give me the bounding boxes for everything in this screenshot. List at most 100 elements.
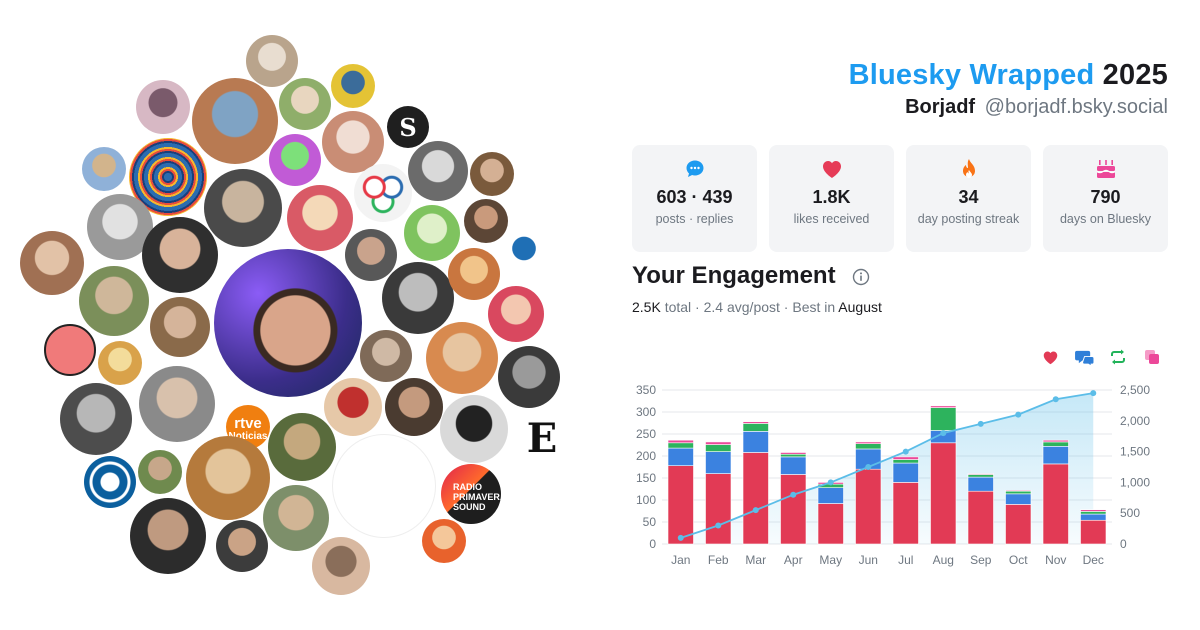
display-name[interactable]: Borjadf bbox=[905, 96, 976, 118]
avatar-logo-text: PRIMAVERA bbox=[453, 492, 501, 502]
bar-replies bbox=[1042, 446, 1069, 465]
bar-likes bbox=[742, 452, 769, 545]
avatar-pink-portrait[interactable] bbox=[136, 80, 190, 134]
bar-quotes bbox=[892, 456, 919, 460]
avatar-bald-man[interactable] bbox=[360, 330, 412, 382]
avatar-garden-man[interactable] bbox=[279, 78, 331, 130]
x-tick-label: Feb bbox=[708, 553, 729, 567]
cumulative-point bbox=[677, 534, 684, 541]
cumulative-point bbox=[790, 491, 797, 498]
avatar-food[interactable] bbox=[448, 248, 500, 300]
avatar-headphones-bw[interactable] bbox=[408, 141, 468, 201]
stat-card-streak: 34 day posting streak bbox=[906, 145, 1031, 252]
legend-reposts-repost-icon[interactable] bbox=[1108, 347, 1128, 367]
avatar-main-selfie[interactable] bbox=[214, 249, 362, 397]
avatar-yellow-hat[interactable] bbox=[331, 64, 375, 108]
avatar-headphones-man[interactable] bbox=[150, 297, 210, 357]
avatar-pink-shirt[interactable] bbox=[488, 286, 544, 342]
separator: · bbox=[779, 299, 793, 315]
engagement-total-word: total bbox=[664, 299, 692, 315]
avatar-child[interactable] bbox=[426, 322, 498, 394]
avatar-crowd-man[interactable] bbox=[60, 383, 132, 455]
y-tick-label-left: 50 bbox=[643, 515, 657, 529]
legend-likes-heart-icon[interactable] bbox=[1040, 347, 1060, 367]
bar-reposts bbox=[667, 442, 694, 449]
avatar-shouting[interactable] bbox=[345, 229, 397, 281]
engagement-chart: 0 50 100 150 200 250 300 350 0 500 1,000 1,500 2,000… bbox=[636, 383, 1150, 567]
cumulative-point bbox=[902, 448, 909, 455]
bar-likes bbox=[930, 442, 957, 545]
avatar-man-dark-bg[interactable] bbox=[464, 199, 508, 243]
avatar-psychedelic[interactable] bbox=[269, 134, 321, 186]
avatar-red-glasses[interactable] bbox=[422, 519, 466, 563]
avatar-bed-woman[interactable] bbox=[204, 169, 282, 247]
y-tick-label-left: 200 bbox=[636, 449, 656, 463]
user-handle[interactable]: @borjadf.bsky.social bbox=[984, 96, 1168, 118]
avatar-ring-logo[interactable] bbox=[84, 456, 136, 508]
y-tick-label-right: 500 bbox=[1120, 506, 1140, 520]
x-tick-label: Dec bbox=[1083, 553, 1104, 567]
best-month: August bbox=[838, 299, 882, 315]
engagement-average: 2.4 avg/post bbox=[703, 299, 780, 315]
avatar-red-cartoon[interactable] bbox=[287, 185, 353, 251]
wrapped-header: Bluesky Wrapped 2025 Borjadf @borjadf.bs… bbox=[849, 58, 1168, 120]
avatar-rings-logo[interactable] bbox=[354, 164, 412, 222]
bar-replies bbox=[1005, 493, 1032, 505]
cumulative-point bbox=[940, 430, 947, 437]
legend-quotes-quote-icon[interactable] bbox=[1142, 347, 1162, 367]
avatar-mirror-selfie[interactable] bbox=[312, 537, 370, 595]
avatar-chihuahua[interactable] bbox=[324, 378, 382, 436]
avatar-substack[interactable]: S bbox=[387, 106, 429, 148]
separator: · bbox=[691, 299, 704, 315]
bar-quotes bbox=[1042, 439, 1069, 443]
avatar-sunglasses-woman[interactable] bbox=[186, 436, 270, 520]
avatar-frog[interactable] bbox=[404, 205, 460, 261]
avatar-desert-man[interactable] bbox=[192, 78, 278, 164]
bar-replies bbox=[780, 456, 807, 475]
avatar-smiling-woman[interactable] bbox=[322, 111, 384, 173]
bar-quotes bbox=[742, 421, 769, 424]
info-icon[interactable] bbox=[852, 268, 870, 286]
stat-label: posts · replies bbox=[655, 212, 734, 226]
avatar-curly-man[interactable] bbox=[142, 217, 218, 293]
avatar-outdoor[interactable] bbox=[79, 266, 149, 336]
avatar-glasses-young[interactable] bbox=[216, 520, 268, 572]
avatar-young-man[interactable] bbox=[20, 231, 84, 295]
legend-replies-reply-icon[interactable] bbox=[1074, 347, 1094, 367]
avatar-sketch-face[interactable] bbox=[502, 230, 546, 274]
chart-legend bbox=[1040, 347, 1162, 367]
avatar-dark-shirt-man[interactable] bbox=[130, 498, 206, 574]
bar-likes bbox=[667, 465, 694, 545]
bar-reposts bbox=[855, 443, 882, 450]
x-tick-label: Mar bbox=[745, 553, 766, 567]
profile-line: Borjadf @borjadf.bsky.social bbox=[849, 94, 1168, 120]
avatar-woman-illustration[interactable] bbox=[332, 434, 436, 538]
avatar-el-pais[interactable]: E bbox=[514, 410, 570, 466]
avatar-logo-text: E bbox=[526, 414, 558, 462]
avatar-bw-portrait[interactable] bbox=[382, 262, 454, 334]
cumulative-point bbox=[715, 522, 722, 529]
avatar-bearded-glasses[interactable] bbox=[385, 378, 443, 436]
avatar-silhouette[interactable] bbox=[440, 395, 508, 463]
avatar-bearded-man[interactable] bbox=[470, 152, 514, 196]
y-tick-label-left: 0 bbox=[649, 537, 656, 551]
cumulative-point bbox=[1052, 396, 1059, 403]
avatar-ivy-man[interactable] bbox=[138, 450, 182, 494]
bar-reposts bbox=[705, 444, 732, 452]
avatar-glasses-man[interactable] bbox=[139, 366, 215, 442]
avatar-radio-primavera[interactable]: RADIOPRIMAVERASOUND bbox=[441, 464, 501, 524]
avatar-logo-text: RADIO bbox=[453, 482, 482, 492]
avatar-pug[interactable] bbox=[98, 341, 142, 385]
avatar-venice[interactable] bbox=[82, 147, 126, 191]
x-tick-label: Sep bbox=[970, 553, 992, 567]
avatar-hat-man[interactable] bbox=[263, 485, 329, 551]
avatar-hoodie-man[interactable] bbox=[498, 346, 560, 408]
y-tick-label-left: 250 bbox=[636, 427, 656, 441]
y-tick-label-left: 100 bbox=[636, 493, 656, 507]
y-tick-label-left: 350 bbox=[636, 383, 656, 397]
cumulative-point bbox=[752, 507, 759, 514]
avatar-cat[interactable] bbox=[246, 35, 298, 87]
avatar-motorbike[interactable] bbox=[268, 413, 336, 481]
avatar-planet-drawing[interactable] bbox=[44, 324, 96, 376]
x-tick-label: Oct bbox=[1009, 553, 1028, 567]
